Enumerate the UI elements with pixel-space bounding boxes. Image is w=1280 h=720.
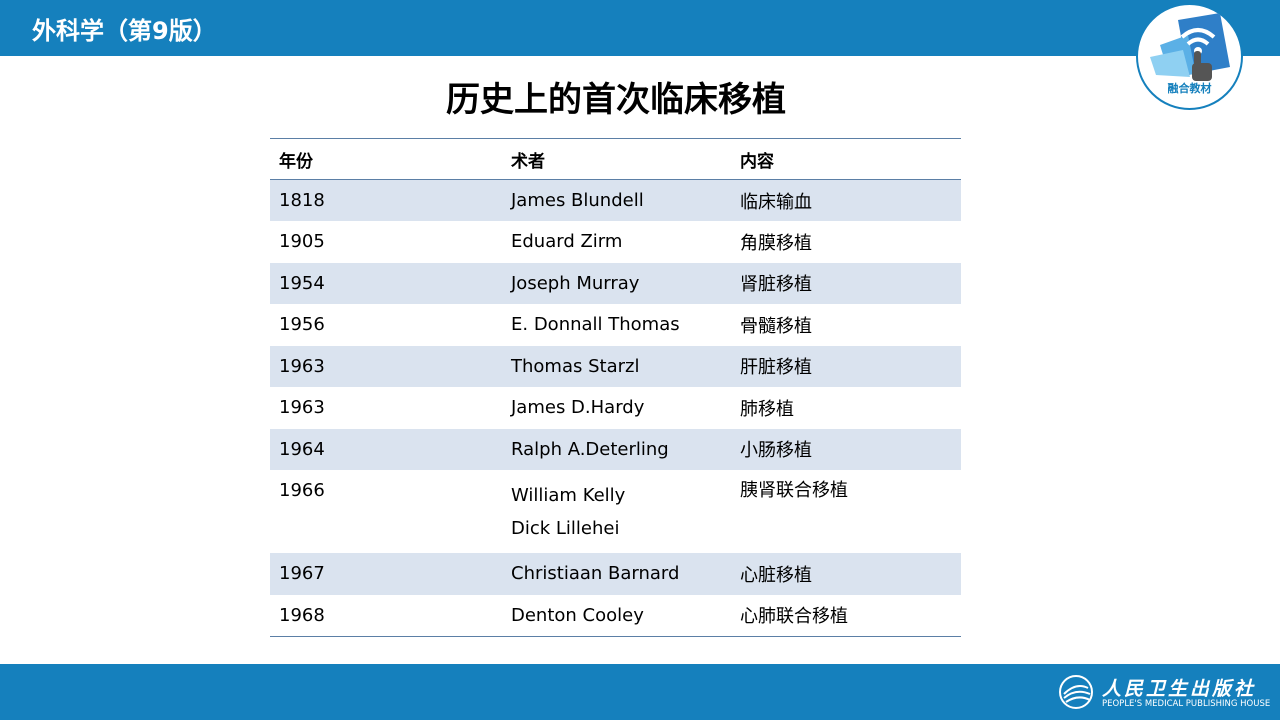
- column-header-surgeon: 术者: [502, 138, 731, 180]
- content-cell: 临床输血: [731, 179, 961, 221]
- content-cell: 肺移植: [740, 398, 794, 420]
- column-header-year: 年份: [270, 138, 502, 180]
- course-title: 外科学（第9版）: [32, 17, 217, 45]
- surgeon-cell: Ralph A.Deterling: [502, 428, 731, 470]
- publisher-name-en: PEOPLE'S MEDICAL PUBLISHING HOUSE: [1102, 699, 1271, 709]
- year-cell: 1956: [279, 314, 325, 336]
- surgeon-name: Ralph A.Deterling: [511, 438, 669, 460]
- surgeon-name: Dick Lillehei: [511, 518, 620, 539]
- table-row: 1966 William Kelly Dick Lillehei 胰肾联合移植: [270, 470, 961, 553]
- year-cell: 1967: [270, 553, 502, 595]
- table-row: 1968 Denton Cooley 心肺联合移植: [270, 595, 961, 637]
- surgeon-cell: Christiaan Barnard: [502, 553, 731, 595]
- surgeon-name: James Blundell: [511, 190, 644, 211]
- table-row: 1964 Ralph A.Deterling 小肠移植: [270, 428, 961, 470]
- content-cell: 肝脏移植: [731, 345, 961, 387]
- content-cell: 心脏移植: [731, 553, 961, 595]
- surgeon-cell: Thomas Starzl: [502, 345, 731, 387]
- publisher-emblem-icon: [1059, 675, 1093, 709]
- surgeon-cell: E. Donnall Thomas: [502, 304, 731, 346]
- table-row: 1963 James D.Hardy 肺移植: [270, 387, 961, 429]
- table-row: 1905 Eduard Zirm 角膜移植: [270, 221, 961, 263]
- transplant-history-table: 年份 术者 内容 1818 James Blundell 临床输血 1905 Eduar…: [270, 138, 961, 637]
- surgeon-cell: Eduard Zirm: [502, 221, 731, 263]
- content-cell: 小肠移植: [731, 428, 961, 470]
- surgeon-cell: James Blundell: [502, 179, 731, 221]
- surgeon-name: William Kelly: [511, 485, 626, 506]
- year-cell: 1963: [270, 345, 502, 387]
- table-row: 1954 Joseph Murray 肾脏移植: [270, 262, 961, 304]
- surgeon-name: James D.Hardy: [511, 397, 645, 419]
- publisher-name-cn: 人民卫生出版社: [1102, 678, 1257, 700]
- content-cell: 胰肾联合移植: [740, 480, 848, 501]
- footer-bar: 人民卫生出版社 PEOPLE'S MEDICAL PUBLISHING HOUS…: [0, 664, 1280, 720]
- badge-label: 融合教材: [1167, 82, 1212, 95]
- table-row: 1818 James Blundell 临床输血: [270, 179, 961, 221]
- surgeon-name: Thomas Starzl: [511, 355, 640, 377]
- surgeon-cell: William Kelly Dick Lillehei: [502, 470, 731, 553]
- table-row: 1963 Thomas Starzl 肝脏移植: [270, 345, 961, 387]
- year-cell: 1968: [279, 604, 325, 626]
- surgeon-name: Joseph Murray: [511, 272, 640, 294]
- wifi-touch-icon: [1150, 13, 1230, 81]
- year-cell: 1818: [270, 179, 502, 221]
- year-cell: 1966: [279, 480, 325, 501]
- table-row: 1967 Christiaan Barnard 心脏移植: [270, 553, 961, 595]
- surgeon-name: Eduard Zirm: [511, 231, 623, 253]
- year-cell: 1964: [270, 428, 502, 470]
- fusion-textbook-logo: 融合教材: [1136, 3, 1243, 110]
- surgeon-name: E. Donnall Thomas: [511, 314, 680, 336]
- surgeon-cell: Joseph Murray: [502, 262, 731, 304]
- surgeon-cell: Denton Cooley: [502, 595, 731, 637]
- surgeon-cell: James D.Hardy: [502, 387, 731, 429]
- year-cell: 1905: [279, 231, 325, 253]
- content-cell: 骨髓移植: [740, 315, 812, 337]
- content-cell: 心肺联合移植: [740, 606, 848, 627]
- page-title: 历史上的首次临床移植: [446, 80, 786, 120]
- year-cell: 1963: [279, 397, 325, 419]
- year-cell: 1954: [270, 262, 502, 304]
- content-cell: 角膜移植: [740, 232, 812, 254]
- column-header-content: 内容: [731, 138, 961, 180]
- surgeon-name: Christiaan Barnard: [511, 563, 680, 585]
- header-bar: 外科学（第9版）: [0, 0, 1280, 56]
- surgeon-name: Denton Cooley: [511, 604, 644, 626]
- table-row: 1956 E. Donnall Thomas 骨髓移植: [270, 304, 961, 346]
- content-cell: 肾脏移植: [731, 262, 961, 304]
- table-header-row: 年份 术者 内容: [270, 138, 961, 180]
